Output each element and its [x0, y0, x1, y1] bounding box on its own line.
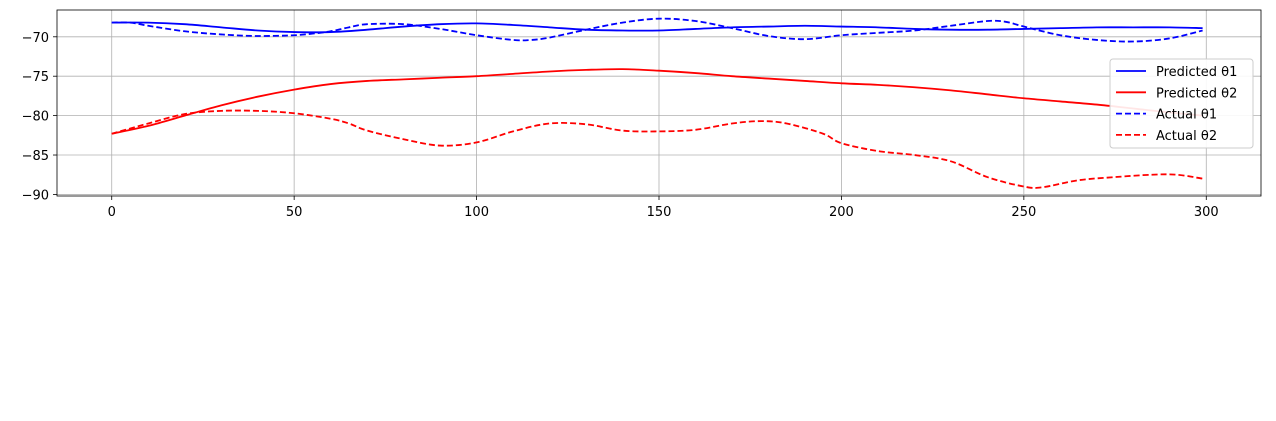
x-tick-label: 300 [1194, 205, 1219, 220]
legend-label: Actual θ2 [1156, 129, 1217, 144]
series-line-predicted-theta2 [111, 68, 1203, 135]
legend-label: Predicted θ1 [1156, 65, 1237, 80]
grid-lines [57, 10, 1261, 196]
x-tick-label: 50 [286, 205, 303, 220]
x-axis-ticks: 0 50 100 150 200 250 300 [108, 196, 1219, 220]
data-series [111, 17, 1203, 189]
legend-label: Actual θ1 [1156, 108, 1217, 123]
y-tick-label: −80 [22, 110, 49, 125]
y-axis-ticks: −70 −75 −80 −85 −90 [22, 31, 57, 203]
x-tick-label: 100 [464, 205, 489, 220]
legend-box [1109, 58, 1254, 149]
x-tick-label: 250 [1011, 205, 1036, 220]
y-tick-label: −85 [22, 149, 49, 164]
y-tick-label: −90 [22, 188, 49, 203]
series-line-actual-theta1 [111, 17, 1203, 43]
x-tick-label: 200 [829, 205, 854, 220]
series-line-predicted-theta1 [111, 21, 1203, 34]
legend: Predicted θ1 Predicted θ2 Actual θ1 Actual … [1109, 58, 1254, 149]
y-tick-label: −70 [22, 31, 49, 46]
x-tick-label: 150 [647, 205, 672, 220]
x-tick-label: 0 [108, 205, 116, 220]
legend-label: Predicted θ2 [1156, 86, 1237, 101]
y-tick-label: −75 [22, 70, 49, 85]
